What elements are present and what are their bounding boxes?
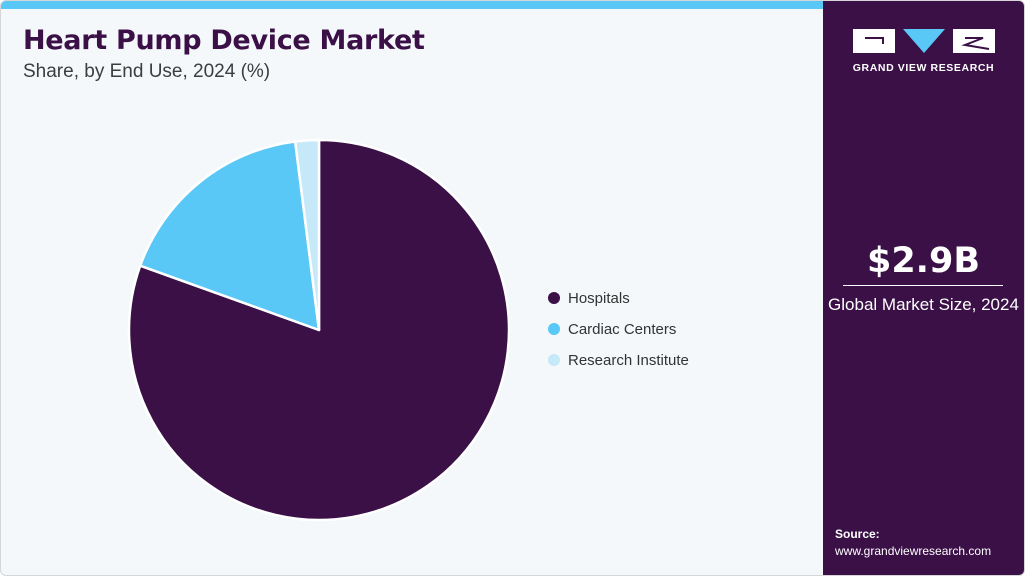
divider: [843, 285, 1003, 286]
gvr-logo-icon: [853, 29, 995, 53]
chart-title: Heart Pump Device Market: [23, 25, 425, 56]
source-label: Source:: [835, 527, 880, 541]
market-size-value: $2.9B: [866, 241, 981, 281]
legend-label: Research Institute: [568, 352, 689, 369]
pie-slice-research-institute: [293, 138, 321, 332]
pie-slice-cardiac-centers: [138, 140, 321, 332]
source-url[interactable]: www.grandviewresearch.com: [835, 544, 992, 558]
accent-bar: [1, 1, 823, 9]
legend-label: Cardiac Centers: [568, 321, 676, 338]
legend-label: Hospitals: [568, 290, 630, 307]
sidebar-panel: GRAND VIEW RESEARCH $2.9B Global Market …: [823, 1, 1024, 575]
pie-slices: [127, 138, 511, 522]
legend-marker: [548, 354, 560, 366]
chart-legend: Hospitals Cardiac Centers Research Institu…: [548, 290, 689, 369]
legend-marker: [548, 323, 560, 335]
logo-text: GRAND VIEW RESEARCH: [852, 62, 995, 74]
legend-marker: [548, 292, 560, 304]
market-size-label: Global Market Size, 2024: [828, 295, 1019, 314]
chart-subtitle: Share, by End Use, 2024 (%): [23, 61, 271, 82]
pie-chart: Hospitals Cardiac Centers Research Institu…: [127, 138, 689, 522]
